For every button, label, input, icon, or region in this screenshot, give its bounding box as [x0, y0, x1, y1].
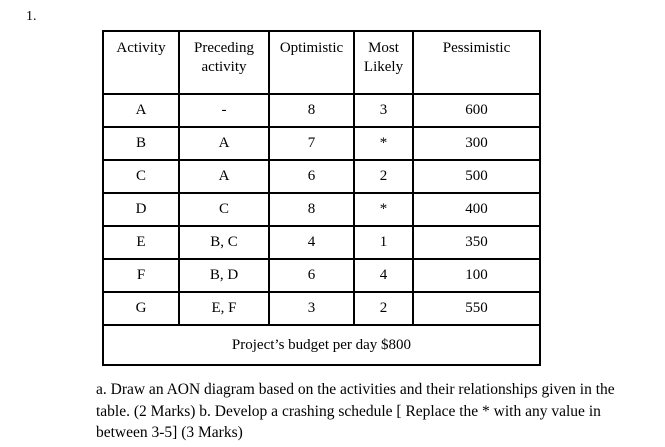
cell-most-likely: * [353, 126, 414, 161]
question-number: 1. [26, 9, 37, 24]
header-most-likely: Most Likely [353, 30, 414, 95]
cell-optimistic: 3 [268, 291, 355, 326]
header-preceding-activity: Preceding activity [178, 30, 270, 95]
cell-preceding: C [178, 192, 270, 227]
question-line-2: table. (2 Marks) b. Develop a crashing s… [96, 402, 601, 420]
cell-optimistic: 8 [268, 93, 355, 128]
cell-pessimistic: 500 [412, 159, 541, 194]
cell-preceding: - [178, 93, 270, 128]
cell-most-likely: 4 [353, 258, 414, 293]
table-footer-row: Project’s budget per day $800 [102, 324, 541, 366]
header-optimistic: Optimistic [268, 30, 355, 95]
table-row: E B, C 4 1 350 [102, 225, 541, 260]
cell-preceding: A [178, 126, 270, 161]
table-row: A - 8 3 600 [102, 93, 541, 128]
cell-optimistic: 6 [268, 159, 355, 194]
cell-activity: E [102, 225, 180, 260]
table-row: B A 7 * 300 [102, 126, 541, 161]
table-header-row: Activity Preceding activity Optimistic M… [102, 30, 541, 95]
table-row: C A 6 2 500 [102, 159, 541, 194]
cell-optimistic: 6 [268, 258, 355, 293]
cell-activity: G [102, 291, 180, 326]
table-row: G E, F 3 2 550 [102, 291, 541, 326]
table-row: F B, D 6 4 100 [102, 258, 541, 293]
cell-activity: A [102, 93, 180, 128]
cell-preceding: E, F [178, 291, 270, 326]
cell-pessimistic: 350 [412, 225, 541, 260]
cell-pessimistic: 550 [412, 291, 541, 326]
cell-pessimistic: 300 [412, 126, 541, 161]
cell-activity: D [102, 192, 180, 227]
table-row: D C 8 * 400 [102, 192, 541, 227]
cell-preceding: B, C [178, 225, 270, 260]
cell-activity: B [102, 126, 180, 161]
question-text: a. Draw an AON diagram based on the acti… [96, 379, 615, 444]
cell-optimistic: 4 [268, 225, 355, 260]
cell-pessimistic: 400 [412, 192, 541, 227]
cell-optimistic: 7 [268, 126, 355, 161]
question-line-3: between 3-5] (3 Marks) [96, 424, 243, 441]
table-footer-budget: Project’s budget per day $800 [102, 324, 541, 366]
cell-most-likely: 2 [353, 291, 414, 326]
cell-preceding: A [178, 159, 270, 194]
question-line-1: a. Draw an AON diagram based on the acti… [96, 381, 615, 398]
cell-most-likely: * [353, 192, 414, 227]
cell-most-likely: 3 [353, 93, 414, 128]
cell-most-likely: 1 [353, 225, 414, 260]
header-activity: Activity [102, 30, 180, 95]
cell-activity: F [102, 258, 180, 293]
cell-optimistic: 8 [268, 192, 355, 227]
cell-pessimistic: 100 [412, 258, 541, 293]
activity-table: Activity Preceding activity Optimistic M… [102, 30, 541, 366]
cell-most-likely: 2 [353, 159, 414, 194]
cell-preceding: B, D [178, 258, 270, 293]
cell-pessimistic: 600 [412, 93, 541, 128]
cell-activity: C [102, 159, 180, 194]
header-pessimistic: Pessimistic [412, 30, 541, 95]
